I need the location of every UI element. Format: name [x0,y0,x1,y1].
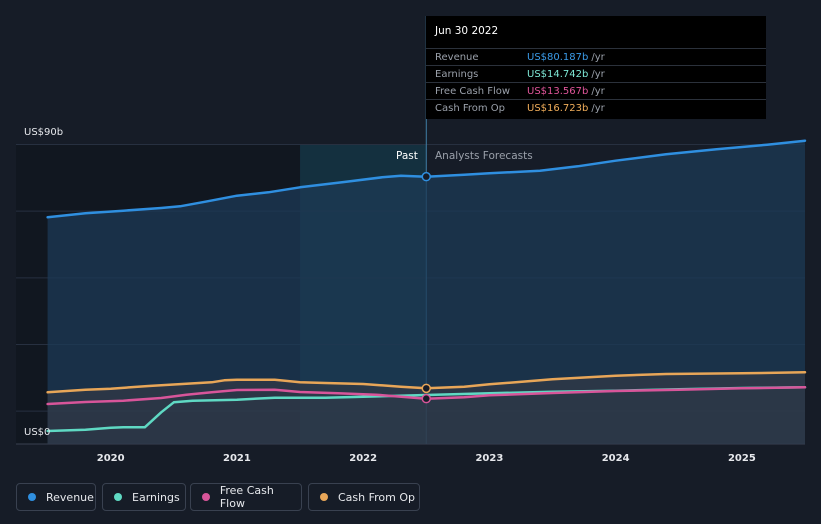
cash-from-op-marker [421,383,432,394]
tooltip-label: Free Cash Flow [435,86,511,97]
forecast-label: Analysts Forecasts [435,150,533,162]
tooltip-row-cfo: Cash From Op US$16.723b/yr [426,99,766,117]
legend-item-revenue[interactable]: Revenue [16,483,96,511]
legend-label: Free Cash Flow [219,484,274,510]
tooltip-value: US$16.723b/yr [527,103,605,114]
y-axis-bottom-label: US$0 [24,427,50,438]
legend-label: Earnings [132,490,180,504]
tooltip-number: US$14.742b [527,69,589,80]
tooltip-row-revenue: Revenue US$80.187b/yr [426,48,766,66]
legend-label: Revenue [46,490,94,504]
x-tick-label: 2025 [728,453,756,464]
tooltip-row-earnings: Earnings US$14.742b/yr [426,65,766,83]
tooltip-value: US$14.742b/yr [527,69,605,80]
cash-from-op-line [46,371,807,394]
revenue-line [46,139,807,219]
free-cash-flow-line [46,386,807,406]
tooltip-unit: /yr [591,52,605,63]
x-tick-label: 2022 [349,453,377,464]
tooltip-unit: /yr [591,103,605,114]
tooltip-value: US$13.567b/yr [527,86,605,97]
legend-item-earnings[interactable]: Earnings [102,483,186,511]
tooltip-label: Cash From Op [435,103,506,114]
revenue-dot-icon [28,493,36,501]
tooltip-unit: /yr [591,69,605,80]
tooltip-label: Earnings [435,69,479,80]
tooltip-value: US$80.187b/yr [527,52,605,63]
tooltip: Jun 30 2022 Revenue US$80.187b/yr Earnin… [426,16,766,119]
tooltip-date: Jun 30 2022 [435,25,499,37]
tooltip-label: Revenue [435,52,479,63]
x-tick-label: 2023 [475,453,503,464]
tooltip-number: US$16.723b [527,103,589,114]
legend-item-free-cash-flow[interactable]: Free Cash Flow [190,483,302,511]
legend-label: Cash From Op [338,490,416,504]
tooltip-row-fcf: Free Cash Flow US$13.567b/yr [426,82,766,100]
y-axis-top-label: US$90b [24,127,63,138]
cash-from-op-dot-icon [320,493,328,501]
x-tick-label: 2021 [223,453,251,464]
revenue-area [47,140,806,444]
past-label: Past [396,150,418,162]
x-tick-label: 2024 [602,453,630,464]
free-cash-flow-marker [421,393,432,404]
earnings-dot-icon [114,493,122,501]
free-cash-flow-dot-icon [202,493,210,501]
tooltip-number: US$80.187b [527,52,589,63]
x-tick-label: 2020 [97,453,125,464]
tooltip-unit: /yr [591,86,605,97]
chart-canvas: US$90b US$0 2020 2021 2022 2023 2024 2025 [16,16,807,464]
legend-item-cash-from-op[interactable]: Cash From Op [308,483,420,511]
tooltip-number: US$13.567b [527,86,589,97]
revenue-marker [421,171,432,182]
